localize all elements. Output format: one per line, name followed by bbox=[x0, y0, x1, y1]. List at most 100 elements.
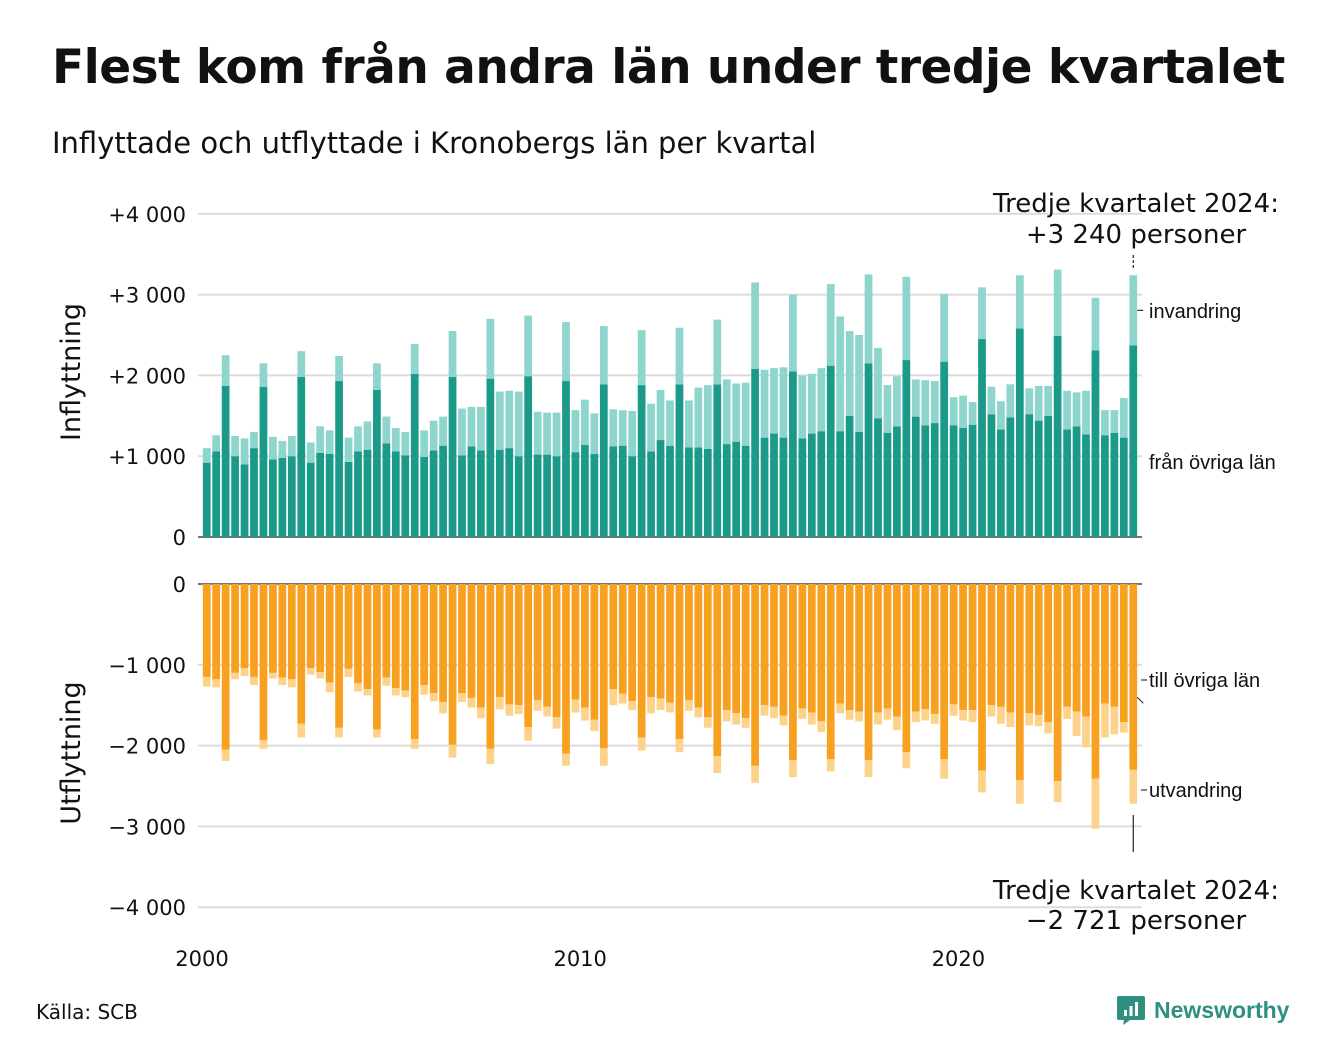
bar-invandring bbox=[325, 430, 334, 454]
bar-invandring bbox=[893, 376, 901, 427]
series-label-utvandring: utvandring bbox=[1149, 780, 1242, 802]
bar-utvandring bbox=[789, 760, 797, 778]
bar-till-ovriga-lan bbox=[949, 584, 958, 705]
chart-title: Flest kom från andra län under tredje kv… bbox=[52, 40, 1285, 95]
bar-till-ovriga-lan bbox=[344, 584, 353, 669]
bar-invandring bbox=[685, 400, 693, 448]
bar-invandring bbox=[647, 403, 655, 452]
bar-fran-ovriga-lan bbox=[306, 462, 315, 537]
bar-fran-ovriga-lan bbox=[1044, 415, 1053, 537]
bar-till-ovriga-lan bbox=[599, 584, 608, 749]
bar-till-ovriga-lan bbox=[713, 584, 722, 757]
bar-till-ovriga-lan bbox=[410, 584, 419, 740]
bar-till-ovriga-lan bbox=[231, 584, 239, 673]
bar-till-ovriga-lan bbox=[325, 584, 334, 683]
bar-fran-ovriga-lan bbox=[751, 368, 759, 537]
chart-subtitle: Inflyttade och utflyttade i Kronobergs l… bbox=[52, 126, 817, 160]
bar-till-ovriga-lan bbox=[760, 584, 769, 706]
bar-till-ovriga-lan bbox=[930, 584, 939, 715]
bar-till-ovriga-lan bbox=[1006, 584, 1015, 713]
bar-fran-ovriga-lan bbox=[675, 384, 684, 537]
bar-invandring bbox=[269, 436, 277, 460]
bar-fran-ovriga-lan bbox=[467, 446, 476, 537]
bar-fran-ovriga-lan bbox=[391, 451, 400, 537]
bar-till-ovriga-lan bbox=[269, 584, 277, 673]
bar-till-ovriga-lan bbox=[1034, 584, 1043, 715]
bar-invandring bbox=[1082, 390, 1090, 435]
utflyttning-bars bbox=[202, 584, 1138, 829]
bar-fran-ovriga-lan bbox=[637, 385, 646, 537]
source-note: Källa: SCB bbox=[36, 1000, 138, 1024]
bar-till-ovriga-lan bbox=[628, 584, 637, 702]
bar-till-ovriga-lan bbox=[789, 584, 797, 761]
bar-utvandring bbox=[921, 709, 930, 721]
y-axis-title-inflyttning: Inflyttning bbox=[56, 303, 87, 441]
bar-fran-ovriga-lan bbox=[845, 415, 854, 537]
bar-till-ovriga-lan bbox=[968, 584, 977, 711]
bar-till-ovriga-lan bbox=[391, 584, 400, 689]
bar-utvandring bbox=[259, 739, 268, 749]
bar-fran-ovriga-lan bbox=[1025, 414, 1034, 537]
bar-utvandring bbox=[968, 710, 977, 723]
bar-utvandring bbox=[666, 702, 674, 713]
bar-utvandring bbox=[373, 729, 381, 738]
bar-utvandring bbox=[581, 707, 589, 721]
bar-fran-ovriga-lan bbox=[779, 437, 788, 537]
bar-fran-ovriga-lan bbox=[287, 456, 296, 537]
y-tick-label: 0 bbox=[173, 573, 186, 597]
bar-fran-ovriga-lan bbox=[495, 449, 504, 537]
y-tick-label: −4 000 bbox=[108, 896, 186, 920]
bar-till-ovriga-lan bbox=[732, 584, 741, 714]
y-axis-title-utflyttning: Utflyttning bbox=[56, 681, 87, 824]
bar-till-ovriga-lan bbox=[978, 584, 986, 771]
bar-till-ovriga-lan bbox=[694, 584, 703, 708]
bar-invandring bbox=[259, 363, 268, 387]
bar-fran-ovriga-lan bbox=[883, 432, 892, 537]
bar-utvandring bbox=[637, 737, 646, 751]
bar-invandring bbox=[1072, 392, 1081, 427]
bar-utvandring bbox=[240, 668, 249, 677]
bar-utvandring bbox=[316, 672, 325, 679]
bar-utvandring bbox=[1091, 778, 1100, 829]
bar-till-ovriga-lan bbox=[1101, 584, 1109, 704]
bar-fran-ovriga-lan bbox=[949, 425, 958, 537]
bar-fran-ovriga-lan bbox=[477, 450, 485, 537]
bar-fran-ovriga-lan bbox=[344, 461, 353, 537]
bar-invandring bbox=[1025, 388, 1034, 415]
bar-till-ovriga-lan bbox=[533, 584, 542, 701]
bar-fran-ovriga-lan bbox=[694, 447, 703, 537]
bar-utvandring bbox=[524, 727, 533, 741]
bar-fran-ovriga-lan bbox=[817, 431, 826, 537]
bar-till-ovriga-lan bbox=[1072, 584, 1081, 712]
bar-fran-ovriga-lan bbox=[666, 445, 674, 537]
bar-invandring bbox=[391, 427, 400, 452]
bar-fran-ovriga-lan bbox=[363, 449, 372, 537]
bar-till-ovriga-lan bbox=[1082, 584, 1090, 717]
bar-till-ovriga-lan bbox=[845, 584, 854, 711]
bar-invandring bbox=[344, 437, 353, 462]
bar-till-ovriga-lan bbox=[940, 584, 949, 760]
bar-invandring bbox=[703, 385, 712, 449]
bar-till-ovriga-lan bbox=[486, 584, 495, 749]
bar-till-ovriga-lan bbox=[543, 584, 551, 707]
bar-utvandring bbox=[382, 677, 391, 686]
bar-utvandring bbox=[1006, 712, 1015, 728]
bar-utvandring bbox=[930, 714, 939, 724]
bar-fran-ovriga-lan bbox=[1091, 350, 1100, 537]
bar-utvandring bbox=[694, 707, 703, 718]
bar-invandring bbox=[817, 368, 826, 432]
bar-fran-ovriga-lan bbox=[269, 459, 277, 537]
bar-till-ovriga-lan bbox=[467, 584, 476, 698]
bar-utvandring bbox=[997, 706, 1005, 724]
bar-utvandring bbox=[855, 711, 863, 722]
bar-fran-ovriga-lan bbox=[1082, 434, 1090, 537]
bar-utvandring bbox=[893, 716, 901, 731]
bar-fran-ovriga-lan bbox=[590, 453, 599, 537]
bar-fran-ovriga-lan bbox=[826, 365, 835, 537]
bar-utvandring bbox=[647, 697, 655, 714]
bar-utvandring bbox=[628, 701, 637, 711]
bar-invandring bbox=[231, 436, 239, 457]
bar-fran-ovriga-lan bbox=[770, 433, 778, 537]
bar-invandring bbox=[401, 431, 410, 456]
